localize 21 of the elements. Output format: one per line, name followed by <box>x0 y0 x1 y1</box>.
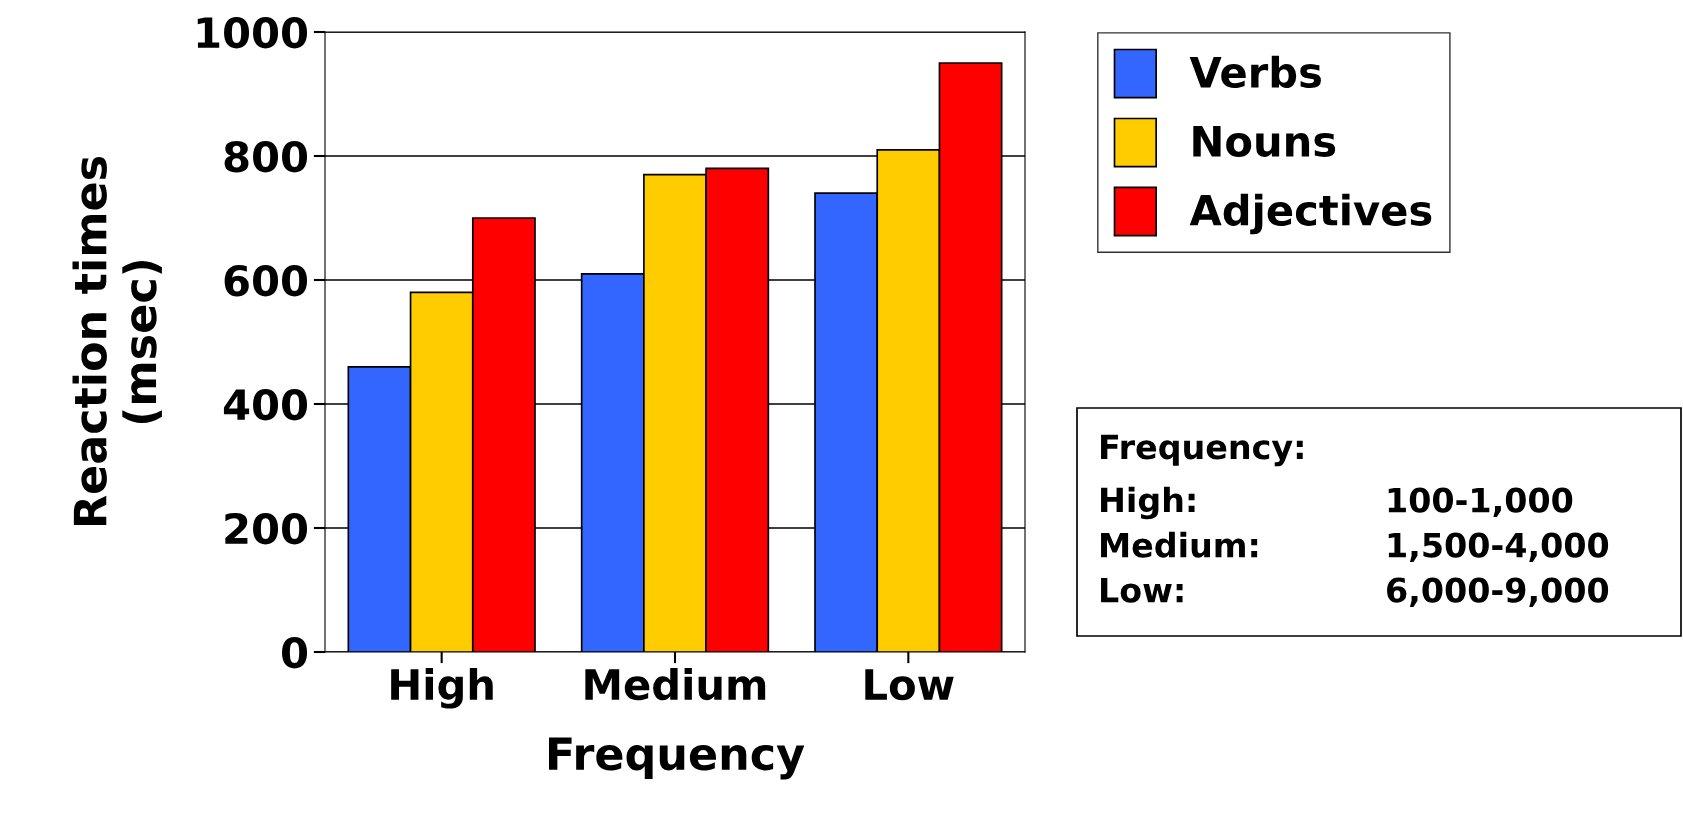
x-tick-label: Low <box>865 669 954 701</box>
y-tick-label: 800 <box>224 140 308 173</box>
text: Medium: <box>1101 531 1258 558</box>
y-tick-label: 600 <box>224 264 308 297</box>
legend-label: Nouns <box>1193 126 1336 157</box>
y-tick-label: 1000 <box>197 16 308 49</box>
text: Low: <box>1101 577 1183 603</box>
legend-label: Verbs <box>1189 55 1321 89</box>
y-tick-label: 400 <box>223 388 308 421</box>
x-axis-title: Frequency <box>549 737 805 780</box>
y-tick-label: 200 <box>225 512 308 545</box>
text: 6,000-9,000 <box>1387 577 1609 607</box>
text: High: <box>1101 486 1195 520</box>
y-axis-title: Reaction times (msec) <box>72 157 162 526</box>
text: 100-1,000 <box>1388 487 1573 517</box>
x-tick-label: Medium <box>585 667 766 701</box>
x-tick-label: High <box>391 667 493 709</box>
text: Frequency: <box>1101 434 1303 467</box>
y-tick-label: 0 <box>282 636 308 669</box>
text: 1,500-4,000 <box>1388 532 1609 562</box>
legend-label: Adjectives <box>1189 193 1432 235</box>
